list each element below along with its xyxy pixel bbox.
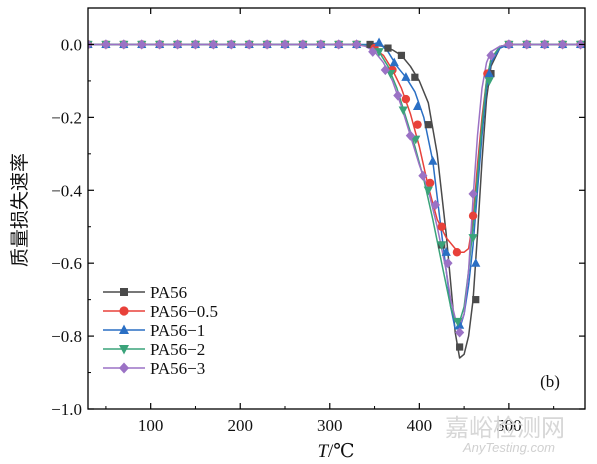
data-point-0 — [411, 73, 419, 81]
data-point-4 — [208, 39, 218, 50]
data-point-0 — [456, 343, 464, 351]
data-point-2 — [484, 68, 494, 78]
data-point-4 — [155, 39, 165, 50]
data-point-4 — [368, 46, 378, 57]
data-point-0 — [397, 51, 406, 59]
data-point-3 — [453, 317, 463, 327]
y-tick-label: −0.4 — [51, 181, 82, 200]
data-point-3 — [411, 135, 421, 145]
data-point-2 — [441, 247, 451, 256]
series-line-3 — [88, 43, 585, 323]
y-tick-label: 0.0 — [61, 35, 82, 54]
series-line-1 — [88, 43, 585, 253]
data-point-4 — [172, 39, 183, 50]
data-point-4 — [504, 39, 514, 50]
data-point-4 — [352, 39, 362, 50]
plot-frame — [87, 7, 586, 410]
data-point-3 — [437, 241, 447, 251]
watermark-cn: 嘉峪检测网 — [445, 414, 565, 442]
x-tick-label: 400 — [407, 416, 433, 435]
x-tick-label: 500 — [496, 416, 522, 435]
x-axis-title-italic: T — [317, 441, 329, 462]
data-point-3 — [398, 106, 408, 116]
data-point-4 — [316, 39, 326, 50]
data-point-1 — [437, 222, 446, 231]
data-point-1 — [425, 178, 435, 188]
data-point-3 — [423, 186, 433, 196]
data-point-4 — [334, 39, 344, 50]
svg-text:T/℃: T/℃ — [317, 441, 354, 462]
y-tick-label: −1.0 — [51, 400, 82, 419]
data-point-0 — [384, 44, 392, 52]
data-point-0 — [424, 121, 432, 129]
data-point-4 — [455, 327, 465, 338]
data-point-4 — [137, 39, 147, 50]
legend-label: PA56−1 — [150, 321, 205, 340]
legend-marker — [119, 324, 129, 334]
data-point-4 — [468, 188, 478, 200]
data-point-1 — [413, 120, 422, 129]
data-point-1 — [401, 94, 411, 104]
data-point-0 — [472, 296, 480, 304]
watermark-en: AnyTesting.com — [462, 440, 555, 455]
data-point-4 — [540, 39, 550, 50]
x-tick-label: 100 — [138, 416, 164, 435]
data-point-4 — [443, 258, 453, 269]
legend-label: PA56−2 — [150, 340, 205, 359]
data-point-4 — [226, 39, 236, 50]
legend-marker — [120, 288, 128, 296]
data-point-4 — [119, 39, 129, 50]
data-point-4 — [298, 39, 308, 50]
data-point-4 — [280, 39, 290, 50]
legend-label: PA56 — [150, 283, 187, 302]
y-axis-title: 质量损失速率 — [9, 153, 31, 267]
data-point-4 — [262, 39, 272, 50]
data-point-4 — [101, 39, 111, 50]
x-axis-title: T/℃ — [317, 441, 354, 462]
series-layer — [88, 37, 585, 359]
legend-marker — [119, 306, 129, 316]
data-point-0 — [366, 40, 374, 49]
data-point-2 — [428, 156, 438, 165]
data-point-1 — [452, 248, 462, 257]
data-point-2 — [412, 101, 423, 111]
data-point-4 — [522, 39, 532, 50]
data-point-2 — [455, 320, 465, 329]
data-point-4 — [430, 199, 441, 210]
data-point-4 — [558, 39, 568, 50]
data-point-2 — [374, 37, 384, 47]
data-point-4 — [190, 39, 201, 50]
series-line-4 — [88, 43, 585, 326]
data-point-3 — [386, 70, 396, 79]
data-point-2 — [401, 72, 411, 81]
data-point-4 — [393, 90, 403, 101]
panel-label: (b) — [540, 372, 560, 391]
x-tick-label: 300 — [317, 416, 343, 435]
y-tick-label: −0.2 — [51, 108, 82, 127]
x-tick-label: 200 — [227, 416, 253, 435]
data-point-1 — [468, 211, 478, 220]
data-point-2 — [471, 258, 481, 267]
data-point-2 — [389, 57, 399, 67]
data-point-3 — [484, 77, 494, 87]
y-tick-label: −0.8 — [51, 327, 82, 346]
x-axis-title-unit: /℃ — [328, 441, 355, 462]
data-point-4 — [486, 50, 496, 61]
data-point-4 — [244, 39, 254, 50]
legend-label: PA56−3 — [150, 359, 205, 378]
data-point-3 — [468, 234, 478, 243]
y-tick-label: −0.6 — [51, 254, 82, 273]
watermark: 嘉峪检测网 AnyTesting.com — [445, 414, 565, 455]
legend-marker — [119, 345, 129, 355]
data-point-4 — [405, 130, 415, 141]
axis-ticks: 100 200 300 400 500 0.0 −0.2 −0.4 −0.6 −0.8 −1.0 — [51, 8, 585, 435]
data-point-4 — [418, 170, 428, 181]
legend-label: PA56−0.5 — [150, 302, 218, 321]
legend-marker — [119, 362, 129, 374]
data-point-4 — [380, 64, 390, 76]
data-point-3 — [374, 48, 384, 57]
